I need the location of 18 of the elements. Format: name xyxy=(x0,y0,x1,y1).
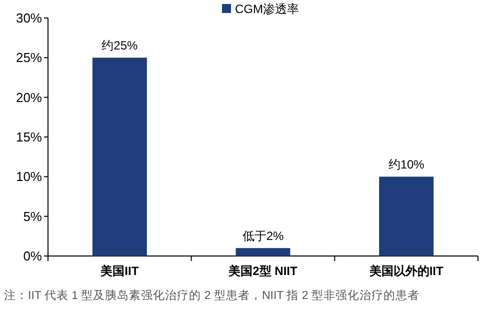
x-tick-label: 美国以外的IIT xyxy=(368,264,444,278)
y-tick-label: 10% xyxy=(16,169,42,184)
y-tick-label: 25% xyxy=(16,50,42,66)
bar xyxy=(379,176,434,256)
y-tick-label: 0% xyxy=(23,248,42,264)
y-tick-label: 15% xyxy=(16,130,42,144)
bar xyxy=(236,248,290,256)
text: 约10% xyxy=(388,158,424,172)
text: 注：IIT 代表 1 型及胰岛素强化治疗的 2 型患者，NIIT 指 2 型非强化治疗的患者 xyxy=(4,288,420,302)
x-tick-label: 美国IIT xyxy=(100,264,140,278)
x-tick-label: 美国2型 NIIT xyxy=(228,264,298,278)
text: 约25% xyxy=(102,38,138,53)
legend-label: CGM渗透率 xyxy=(235,2,299,16)
y-tick-label: 20% xyxy=(16,90,42,105)
y-tick-label: 30% xyxy=(16,10,42,26)
text: 低于2% xyxy=(242,229,284,244)
y-tick-label: 5% xyxy=(23,208,42,224)
bar xyxy=(92,58,147,256)
